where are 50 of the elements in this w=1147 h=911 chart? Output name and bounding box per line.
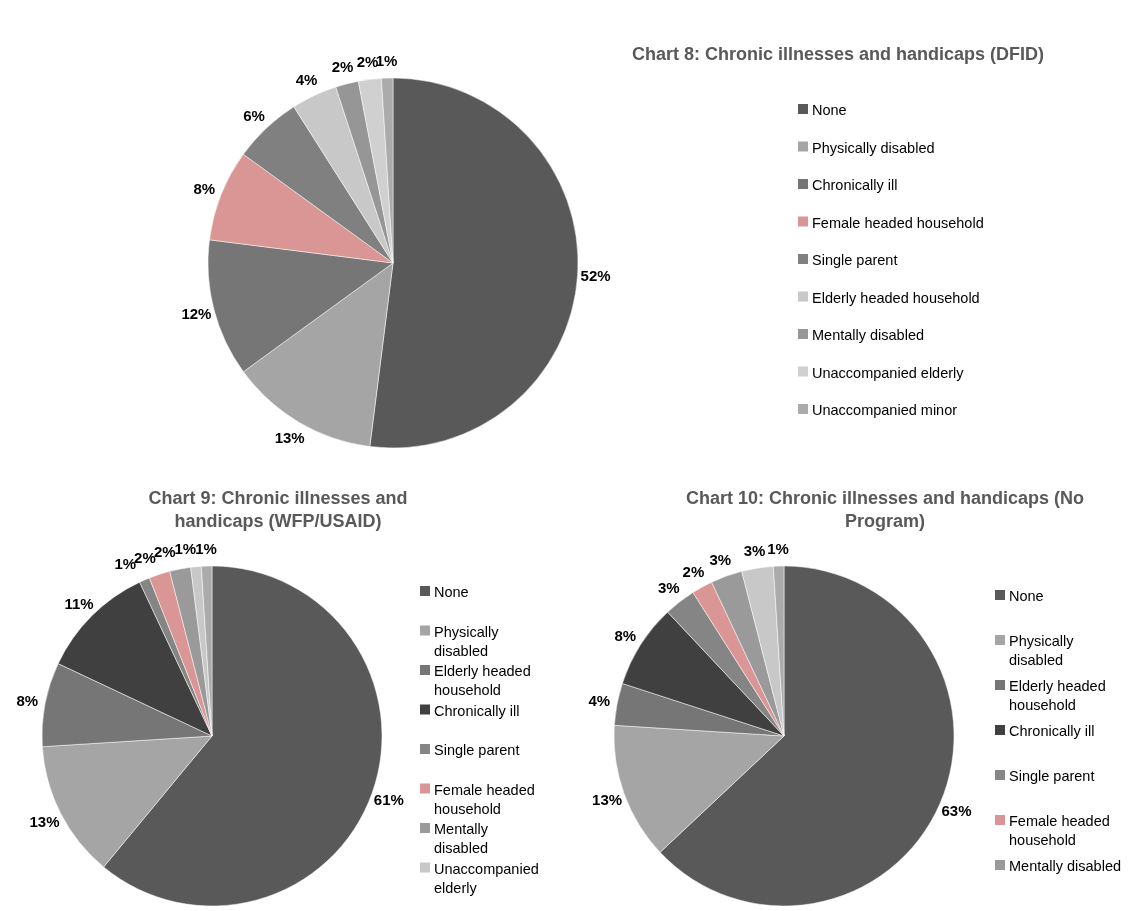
data-label: 1% [174, 540, 197, 558]
data-label: 13% [592, 791, 623, 809]
data-label: 1% [195, 539, 217, 557]
data-label: 4% [588, 692, 611, 710]
legend-label: Single parent [434, 742, 520, 758]
legend-label: Unaccompanied minor [812, 402, 958, 418]
legend-label: Physically disabled [434, 623, 500, 659]
data-label: 61% [373, 791, 404, 809]
data-label: 11% [64, 594, 94, 612]
legend-label: Elderly headed household [434, 663, 531, 698]
data-label: 6% [243, 106, 265, 124]
data-label: 12% [181, 304, 212, 322]
data-label: 13% [274, 429, 305, 447]
legend-label: Mentally disabled [812, 327, 925, 343]
data-label: 3% [709, 550, 732, 568]
legend-label: Female headed household [434, 781, 535, 817]
legend-label: Chronically ill [434, 702, 520, 719]
data-label: 4% [295, 70, 318, 88]
legend-label: Chronically ill [1009, 723, 1095, 739]
legend-label: Physically disabled [1009, 633, 1075, 668]
legend-label: Mentally disabled [1009, 858, 1122, 874]
chart-title: Chart 10: Chronic illnesses and handicaps (No Program) [685, 488, 1085, 531]
data-label: 2% [331, 57, 354, 75]
legend-label: Single parent [812, 252, 898, 268]
legend-label: None [812, 102, 847, 118]
legend-label: Elderly headed household [1009, 678, 1106, 713]
data-label: 2% [356, 53, 379, 71]
legend-label: Unaccompanied elderly [812, 364, 965, 381]
legend-label: None [434, 584, 469, 600]
data-label: 8% [16, 692, 39, 710]
legend-label: Elderly headed household [812, 289, 980, 306]
data-label: 52% [580, 267, 611, 285]
legend-label: Female headed household [812, 214, 984, 231]
data-label: 3% [743, 541, 766, 559]
legend-label: Physically disabled [812, 139, 935, 156]
data-label: 13% [29, 812, 60, 830]
data-label: 63% [941, 802, 972, 820]
legend-label: Unaccompanied elderly [434, 860, 539, 896]
chart-title: Chart 9: Chronic illnesses and handicaps (WFP/USAID) [148, 488, 408, 531]
legend-label: Mentally disabled [434, 821, 489, 856]
data-label: 2% [682, 562, 705, 580]
data-label: 1% [767, 539, 789, 557]
legend-label: Female headed household [1009, 813, 1110, 848]
legend-label: None [1009, 588, 1044, 604]
legend-label: Single parent [1009, 768, 1095, 784]
data-label: 8% [614, 626, 637, 644]
legend-label: Chronically ill [812, 177, 898, 193]
data-label: 3% [657, 578, 680, 596]
data-label: 8% [193, 179, 216, 197]
chart-title: Chart 8: Chronic illnesses and handicaps (DFID) [631, 44, 1045, 64]
